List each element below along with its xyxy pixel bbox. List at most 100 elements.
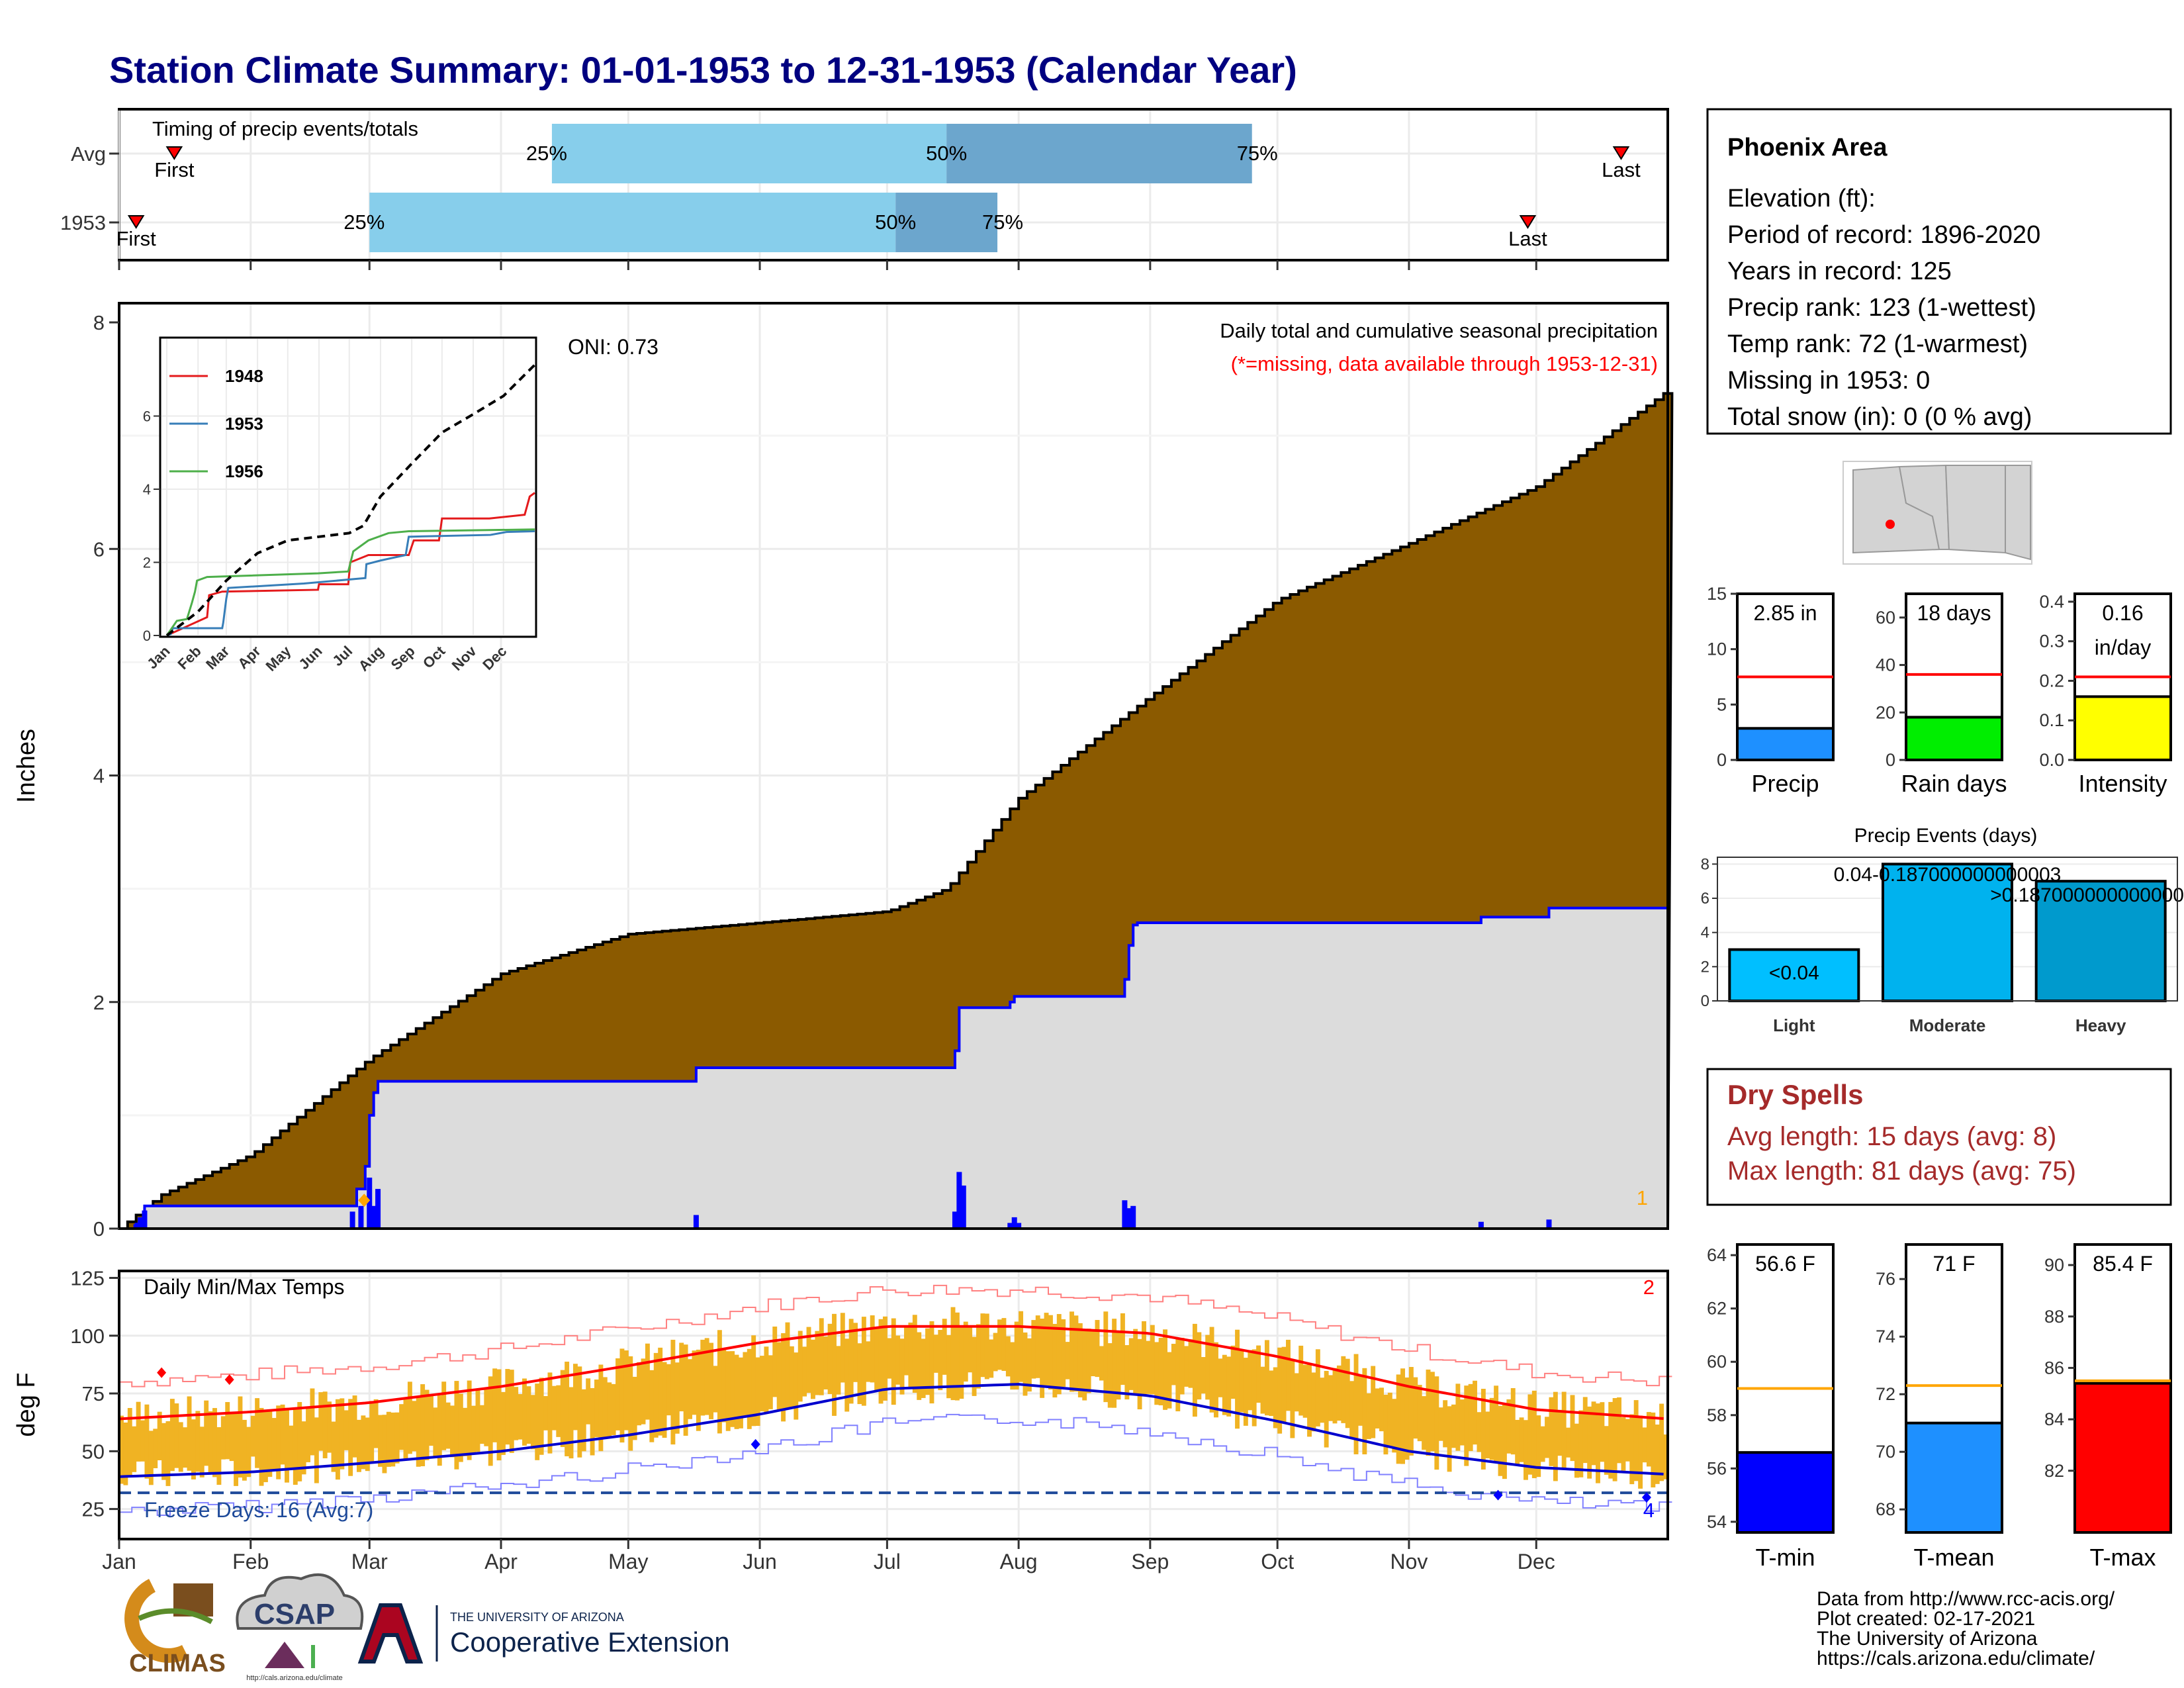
- month-label-jul: Jul: [874, 1550, 901, 1573]
- daily-temp-bar: [861, 1317, 866, 1406]
- daily-temp-bar: [1515, 1419, 1520, 1466]
- daily-temp-bar: [739, 1357, 743, 1429]
- daily-temp-bar: [645, 1343, 650, 1420]
- daily-temp-bar: [1587, 1406, 1592, 1479]
- month-label-dec: Dec: [1518, 1550, 1555, 1573]
- daily-temp-bar: [870, 1315, 875, 1383]
- station-location-marker: [1886, 520, 1895, 529]
- daily-temp-bar: [394, 1412, 400, 1464]
- daily-temp-bar: [1315, 1349, 1320, 1427]
- daily-temp-bar: [577, 1366, 582, 1458]
- daily-temp-bar: [972, 1336, 977, 1396]
- daily-precip-bar: [956, 1172, 962, 1229]
- raindays-small-category-label: Rain days: [1901, 770, 2007, 797]
- daily-precip-bar: [1007, 1223, 1013, 1229]
- daily-temp-bar: [942, 1319, 947, 1375]
- daily-temp-bar: [1502, 1404, 1507, 1479]
- daily-temp-bar: [1218, 1358, 1223, 1397]
- daily-temp-bar: [743, 1352, 748, 1418]
- intensity-small-value-label2: in/day: [2095, 635, 2151, 659]
- daily-temp-bar: [1629, 1414, 1635, 1485]
- temp-marker-count: 2: [1643, 1276, 1655, 1299]
- daily-temp-bar: [153, 1429, 158, 1468]
- daily-temp-bar: [327, 1401, 332, 1453]
- daily-temp-bar: [390, 1412, 396, 1467]
- daily-temp-bar: [1184, 1346, 1189, 1387]
- events-bar-label-light: <0.04: [1769, 962, 1819, 984]
- daily-temp-bar: [1582, 1397, 1588, 1464]
- daily-temp-bar: [734, 1354, 739, 1429]
- month-label-sep: Sep: [1131, 1550, 1169, 1573]
- raindays-small-ytick-label: 20: [1876, 702, 1895, 722]
- daily-precip-bar: [349, 1211, 355, 1229]
- daily-temp-bar: [1557, 1409, 1563, 1456]
- oni-label: ONI: 0.73: [568, 335, 659, 359]
- page-title: Station Climate Summary: 01-01-1953 to 1…: [109, 49, 1297, 91]
- tmean-small-ytick-label: 76: [1876, 1269, 1895, 1289]
- climas-logo: CLIMAS: [124, 1579, 226, 1677]
- raindays-small-bar: [1905, 716, 2003, 762]
- daily-temp-bar: [1146, 1340, 1151, 1394]
- daily-temp-bar: [276, 1405, 281, 1479]
- daily-temp-bar: [1103, 1311, 1109, 1403]
- daily-temp-bar: [297, 1402, 302, 1481]
- daily-temp-bar: [467, 1380, 472, 1460]
- daily-temp-bar: [602, 1377, 608, 1440]
- climas-logo-text: CLIMAS: [129, 1650, 226, 1677]
- inset-legend-label: 1948: [225, 366, 263, 386]
- temp-ytick-label: 75: [82, 1382, 105, 1405]
- daily-temp-bar: [1464, 1385, 1469, 1466]
- daily-temp-bar: [1311, 1372, 1316, 1432]
- daily-temp-bar: [216, 1427, 222, 1485]
- daily-temp-bar: [581, 1389, 586, 1452]
- daily-temp-bar: [623, 1350, 629, 1430]
- daily-temp-bar: [331, 1421, 336, 1472]
- daily-precip-bar: [1130, 1205, 1136, 1229]
- intensity-small-value-label: 0.16: [2102, 601, 2143, 625]
- daily-temp-bar: [229, 1413, 234, 1462]
- month-label-jun: Jun: [743, 1550, 777, 1573]
- daily-temp-bar: [1608, 1401, 1614, 1479]
- daily-temp-bar: [611, 1383, 616, 1436]
- station-name: Phoenix Area: [1727, 134, 1888, 162]
- daily-temp-bar: [1307, 1362, 1312, 1437]
- daily-temp-bar: [1019, 1311, 1024, 1382]
- inset-legend-label: 1956: [225, 461, 263, 481]
- daily-precip-bar: [133, 1224, 139, 1229]
- daily-temp-bar: [1328, 1375, 1334, 1421]
- daily-temp-bar: [208, 1411, 213, 1473]
- daily-temp-bar: [857, 1343, 862, 1405]
- timing-first-label: First: [116, 227, 157, 250]
- daily-temp-bar: [119, 1415, 124, 1484]
- daily-temp-bar: [1527, 1394, 1533, 1475]
- record-marker: [751, 1438, 760, 1450]
- daily-temp-bar: [1596, 1403, 1600, 1483]
- daily-temp-bar: [547, 1372, 553, 1454]
- daily-temp-bar: [917, 1332, 922, 1400]
- daily-temp-bar: [725, 1351, 731, 1431]
- daily-temp-bar: [1167, 1352, 1172, 1409]
- daily-temp-bar: [968, 1327, 973, 1373]
- daily-temp-bar: [637, 1362, 642, 1426]
- daily-temp-bar: [730, 1351, 735, 1427]
- daily-temp-bar: [1264, 1340, 1269, 1416]
- daily-temp-bar: [1375, 1388, 1380, 1429]
- daily-temp-bar: [709, 1342, 714, 1419]
- daily-temp-bar: [819, 1318, 824, 1395]
- daily-temp-bar: [526, 1386, 531, 1444]
- daily-temp-bar: [1459, 1399, 1465, 1446]
- daily-temp-bar: [1040, 1319, 1045, 1398]
- daily-temp-bar: [823, 1336, 829, 1389]
- daily-temp-bar: [1281, 1346, 1287, 1423]
- daily-temp-bar: [1260, 1366, 1265, 1414]
- daily-temp-bar: [234, 1413, 239, 1486]
- daily-temp-bar: [1451, 1404, 1456, 1448]
- raindays-small-ytick-label: 0: [1886, 750, 1895, 770]
- station-line-snow: Total snow (in): 0 (0 % avg): [1727, 403, 2032, 431]
- daily-temp-bar: [1086, 1329, 1091, 1393]
- daily-temp-bar: [187, 1396, 192, 1471]
- daily-temp-bar: [1404, 1377, 1410, 1460]
- station-info-box: Phoenix Area Elevation (ft): Period of r…: [1706, 108, 2172, 435]
- daily-temp-bar: [1540, 1426, 1545, 1462]
- daily-temp-bar: [1591, 1401, 1596, 1466]
